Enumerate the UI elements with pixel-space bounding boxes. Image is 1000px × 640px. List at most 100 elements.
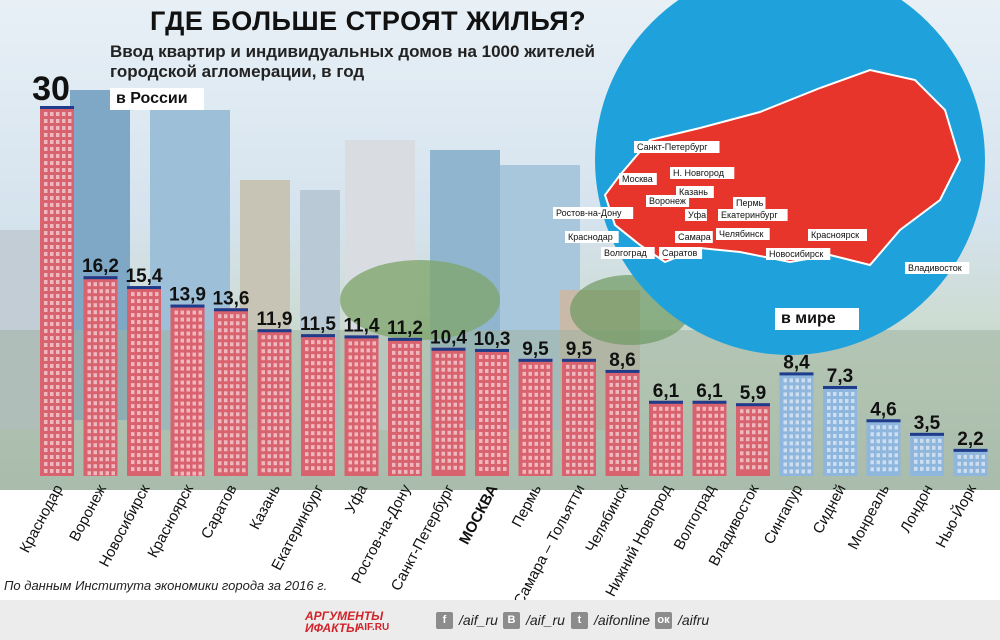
bar xyxy=(692,400,727,476)
value-label: 6,1 xyxy=(696,381,723,402)
svg-text:Новосибирск: Новосибирск xyxy=(769,249,823,259)
value-label: 10,4 xyxy=(430,328,467,349)
svg-text:Волгоград: Волгоград xyxy=(604,248,647,258)
social-twitter-link[interactable]: t /aifonline xyxy=(571,611,650,629)
value-label: 13,6 xyxy=(213,288,250,309)
aif-logo[interactable]: АРГУМЕНТЫ ИФАКТЫ AIF.RU xyxy=(305,609,400,635)
twitter-icon: t xyxy=(571,611,588,629)
value-label: 13,9 xyxy=(169,285,206,306)
value-label: 30 xyxy=(32,70,70,108)
value-label: 8,6 xyxy=(609,350,635,371)
value-label: 15,4 xyxy=(126,266,163,287)
footer-bar xyxy=(0,600,1000,640)
chart-subtitle: Ввод квартир и индивидуальных домов на 1… xyxy=(110,42,595,81)
value-label: 7,3 xyxy=(827,366,853,387)
social-handle: /aif_ru xyxy=(526,612,565,628)
value-label: 5,9 xyxy=(740,383,766,404)
category-label: Монреаль xyxy=(845,482,893,553)
value-label: 9,5 xyxy=(566,339,593,360)
bar xyxy=(866,419,901,476)
map-city-label: Санкт-Петербург xyxy=(634,141,720,153)
category-label: Нью-Йорк xyxy=(932,481,980,551)
logo-domain: AIF.RU xyxy=(357,622,390,633)
map-city-label: Екатеринбург xyxy=(718,209,788,221)
map-city-label: Воронеж xyxy=(646,195,690,207)
category-label: Казань xyxy=(246,482,284,533)
bar xyxy=(605,369,640,476)
bar xyxy=(736,403,770,476)
svg-text:Екатеринбург: Екатеринбург xyxy=(721,210,778,220)
social-handle: /aif_ru xyxy=(459,612,498,628)
svg-text:Пермь: Пермь xyxy=(736,198,764,208)
svg-text:Краснодар: Краснодар xyxy=(568,232,613,242)
category-label: Саратов xyxy=(198,482,241,542)
svg-text:Н. Новгород: Н. Новгород xyxy=(673,168,725,178)
map-city-label: Ростов-на-Дону xyxy=(553,207,634,219)
value-label: 11,2 xyxy=(387,318,423,339)
social-handle: /aifonline xyxy=(594,612,651,628)
svg-text:Москва: Москва xyxy=(622,174,653,184)
odnoklassniki-icon: ок xyxy=(655,611,672,629)
svg-text:Челябинск: Челябинск xyxy=(719,229,763,239)
bar xyxy=(257,329,292,476)
social-facebook-link[interactable]: f /aif_ru xyxy=(436,611,498,629)
category-label: Челябинск xyxy=(582,482,632,556)
bar xyxy=(431,347,466,476)
social-handle: /aifru xyxy=(678,612,710,628)
category-label: Уфа xyxy=(342,481,372,516)
bar xyxy=(40,106,74,476)
category-label: Сидней xyxy=(810,482,850,537)
bar xyxy=(953,448,988,476)
bar xyxy=(388,337,422,476)
svg-text:Красноярск: Красноярск xyxy=(811,230,859,240)
social-vk-link[interactable]: B /aif_ru xyxy=(503,611,565,629)
svg-text:Ростов-на-Дону: Ростов-на-Дону xyxy=(556,208,622,218)
vk-icon: B xyxy=(503,611,520,629)
map-city-label: Н. Новгород xyxy=(670,167,735,179)
social-odnoklassniki-link[interactable]: ок /aifru xyxy=(655,611,709,629)
value-label: 11,5 xyxy=(300,314,336,335)
section-label-russia: в России xyxy=(110,88,204,110)
category-label: Красноярск xyxy=(144,482,197,561)
map-city-label: Волгоград xyxy=(601,247,655,259)
svg-text:Владивосток: Владивосток xyxy=(908,263,962,273)
bar xyxy=(344,335,379,476)
page-title: ГДЕ БОЛЬШЕ СТРОЯТ ЖИЛЬЯ? xyxy=(150,6,587,36)
bar xyxy=(518,358,553,476)
svg-text:Саратов: Саратов xyxy=(662,248,697,258)
map-city-label: Москва xyxy=(619,173,657,185)
bar xyxy=(562,358,596,476)
value-label: 4,6 xyxy=(870,399,896,420)
category-label: Сингапур xyxy=(761,482,806,547)
category-label: Волгоград xyxy=(671,482,720,553)
map-city-label: Челябинск xyxy=(716,228,770,240)
svg-text:Воронеж: Воронеж xyxy=(649,196,686,206)
map-city-label: Пермь xyxy=(733,197,766,209)
value-label: 6,1 xyxy=(653,381,680,402)
bar xyxy=(649,400,683,476)
map-city-label: Саратов xyxy=(659,247,703,259)
value-label: 8,4 xyxy=(783,352,810,373)
map-city-label: Владивосток xyxy=(905,262,970,274)
category-label: Пермь xyxy=(509,482,546,530)
value-label: 9,5 xyxy=(522,339,549,360)
svg-text:Самара: Самара xyxy=(678,232,711,242)
map-city-label: Краснодар xyxy=(565,231,619,243)
category-label: Краснодар xyxy=(16,482,66,556)
section-label-world: в мире xyxy=(775,308,859,330)
map-city-label: Новосибирск xyxy=(766,248,831,260)
bar xyxy=(823,385,857,476)
category-label: МОСКВА xyxy=(456,482,502,548)
bar xyxy=(475,348,509,476)
value-label: 11,4 xyxy=(344,315,380,336)
svg-text:Казань: Казань xyxy=(679,187,708,197)
facebook-icon: f xyxy=(436,611,453,629)
value-label: 11,9 xyxy=(257,309,293,330)
bar xyxy=(910,432,944,476)
category-label: Воронеж xyxy=(66,482,110,544)
logo-line2: ИФАКТЫ xyxy=(305,621,359,635)
value-label: 10,3 xyxy=(474,329,511,350)
map-city-label: Уфа xyxy=(685,209,707,221)
